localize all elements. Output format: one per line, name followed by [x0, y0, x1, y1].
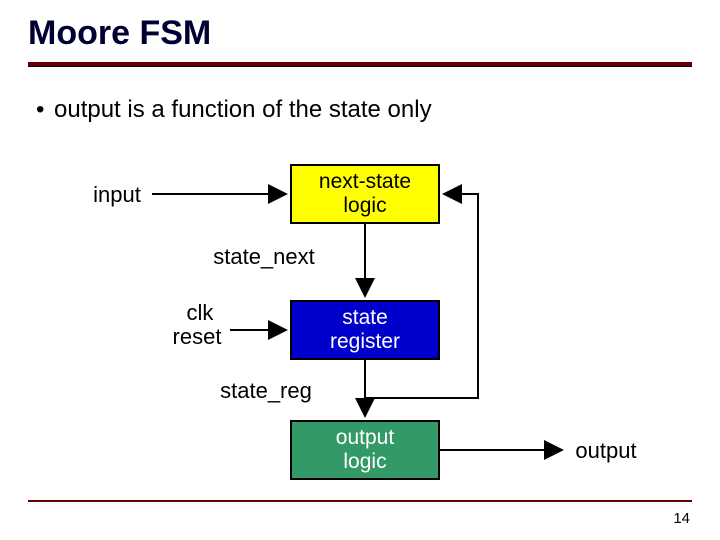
state-register-box: stateregister	[290, 300, 440, 360]
bullet-dot-icon: •	[36, 96, 54, 124]
page-number: 14	[673, 510, 690, 527]
slide-title: Moore FSM	[28, 14, 211, 53]
bullet-line: •output is a function of the state only	[36, 96, 432, 124]
reset-label: reset	[164, 324, 230, 350]
output-logic-box: outputlogic	[290, 420, 440, 480]
state-reg-label: state_reg	[206, 378, 326, 404]
output-label: output	[566, 438, 646, 464]
title-rule-thin	[28, 66, 692, 67]
input-label: input	[82, 182, 152, 208]
state-next-label: state_next	[204, 244, 324, 270]
footer-rule	[28, 500, 692, 502]
next-state-logic-box: next-statelogic	[290, 164, 440, 224]
bullet-text: output is a function of the state only	[54, 96, 432, 123]
clk-label: clk	[170, 300, 230, 326]
